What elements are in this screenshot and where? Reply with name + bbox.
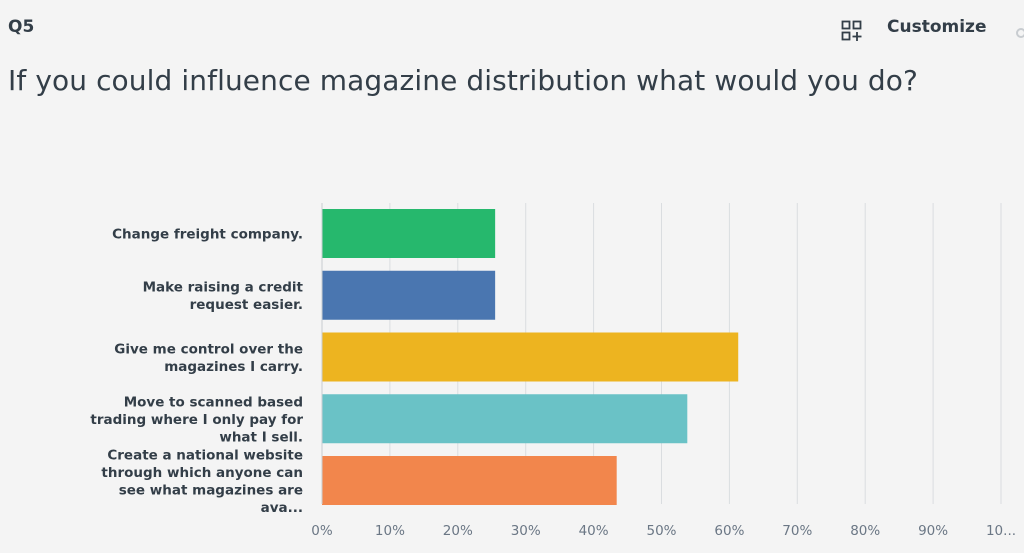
tick-label: 10% [375,523,405,539]
customize-button[interactable]: Customize [887,17,987,37]
question-title: If you could influence magazine distribu… [8,64,918,97]
category-label: Give me control over the magazines I carr… [114,341,303,375]
partial-icon[interactable] [1016,28,1024,38]
tick-label: 70% [782,523,812,539]
tick-label: 10... [986,523,1016,539]
tick-label: 40% [579,523,609,539]
bar [322,456,617,505]
category-label: Move to scanned based trading where I onl… [90,394,303,445]
tick-label: 80% [850,523,880,539]
question-number: Q5 [8,17,35,37]
grid-add-icon[interactable] [841,20,863,42]
bar [322,209,496,258]
tick-label: 50% [646,523,676,539]
tick-label: 20% [443,523,473,539]
category-label: Make raising a credit request easier. [143,280,304,314]
bar [322,394,688,444]
tick-label: 90% [918,523,948,539]
bar [322,270,496,320]
bar [322,332,739,382]
category-label: Change freight company. [112,227,303,243]
tick-label: 30% [511,523,541,539]
tick-label: 60% [714,523,744,539]
category-label: Create a national website through which a… [101,447,303,516]
tick-label: 0% [311,523,333,539]
